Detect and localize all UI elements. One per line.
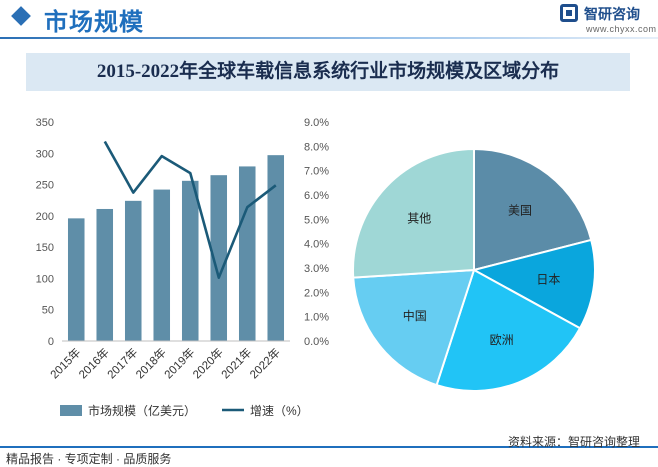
pie-slice-label: 美国: [508, 204, 532, 218]
bar: [267, 155, 285, 341]
logo-url: www.chyxx.com: [586, 24, 657, 34]
bar: [153, 189, 171, 341]
y-right-tick-label: 4.0%: [304, 239, 329, 251]
bar: [96, 208, 114, 341]
pie-slice-label: 其他: [407, 212, 431, 226]
bar: [67, 218, 85, 341]
x-tick-label: 2019年: [161, 345, 197, 381]
legend-label-bar: 市场规模（亿美元）: [88, 403, 196, 418]
y-left-tick-label: 350: [36, 117, 54, 129]
growth-line: [103, 140, 277, 279]
logo-icon: [560, 4, 578, 22]
y-left-tick-label: 250: [36, 180, 54, 192]
legend-label-line: 增速（%）: [250, 404, 309, 418]
legend-swatch-bar: [60, 405, 82, 416]
x-tick-label: 2017年: [104, 345, 140, 381]
y-left-tick-label: 150: [36, 242, 54, 254]
pie-slice: [471, 238, 596, 330]
bar: [210, 175, 228, 341]
page-header: 市场规模: [0, 0, 658, 40]
y-left-tick-label: 300: [36, 148, 54, 160]
x-tick-label: 2020年: [190, 345, 226, 381]
y-left-tick-label: 200: [36, 211, 54, 223]
header-divider: [0, 37, 658, 39]
pie-slice: [473, 147, 593, 272]
pie-slice-label: 日本: [536, 272, 560, 286]
source-note: 资料来源：智研咨询整理: [508, 435, 641, 449]
x-tick-label: 2015年: [47, 345, 83, 381]
footer-slogan: 精品报告 · 专项定制 · 品质服务: [6, 452, 172, 466]
bar: [124, 200, 142, 341]
y-left-tick-label: 0: [48, 336, 54, 348]
bar: [238, 166, 256, 341]
bar: [181, 180, 199, 341]
section-title: 市场规模: [44, 9, 144, 36]
logo-name: 智研咨询: [584, 6, 640, 22]
footer-divider: [0, 446, 658, 448]
y-right-tick-label: 1.0%: [304, 312, 329, 324]
pie-slice: [435, 268, 582, 392]
y-left-tick-label: 100: [36, 273, 54, 285]
y-right-tick-label: 5.0%: [304, 214, 329, 226]
pie-slice: [352, 147, 475, 279]
y-right-tick-label: 9.0%: [304, 117, 329, 129]
y-right-tick-label: 2.0%: [304, 287, 329, 299]
x-tick-label: 2021年: [218, 345, 254, 381]
pie-slice: [352, 268, 476, 387]
y-right-tick-label: 7.0%: [304, 166, 329, 178]
pie-slice-label: 欧洲: [490, 333, 514, 347]
pie-slice-label: 中国: [403, 308, 427, 323]
y-right-tick-label: 6.0%: [304, 190, 329, 202]
y-left-tick-label: 50: [42, 305, 54, 317]
chart-title: 2015-2022年全球车载信息系统行业市场规模及区域分布: [96, 61, 560, 82]
x-tick-label: 2018年: [133, 345, 169, 381]
y-right-tick-label: 3.0%: [304, 263, 329, 275]
x-tick-label: 2022年: [247, 345, 283, 381]
y-right-tick-label: 0.0%: [304, 336, 329, 348]
x-tick-label: 2016年: [76, 345, 112, 381]
page-footer: 精品报告 · 专项定制 · 品质服务: [0, 440, 658, 467]
chart-title-band: 2015-2022年全球车载信息系统行业市场规模及区域分布: [26, 53, 630, 91]
y-right-tick-label: 8.0%: [304, 141, 329, 153]
